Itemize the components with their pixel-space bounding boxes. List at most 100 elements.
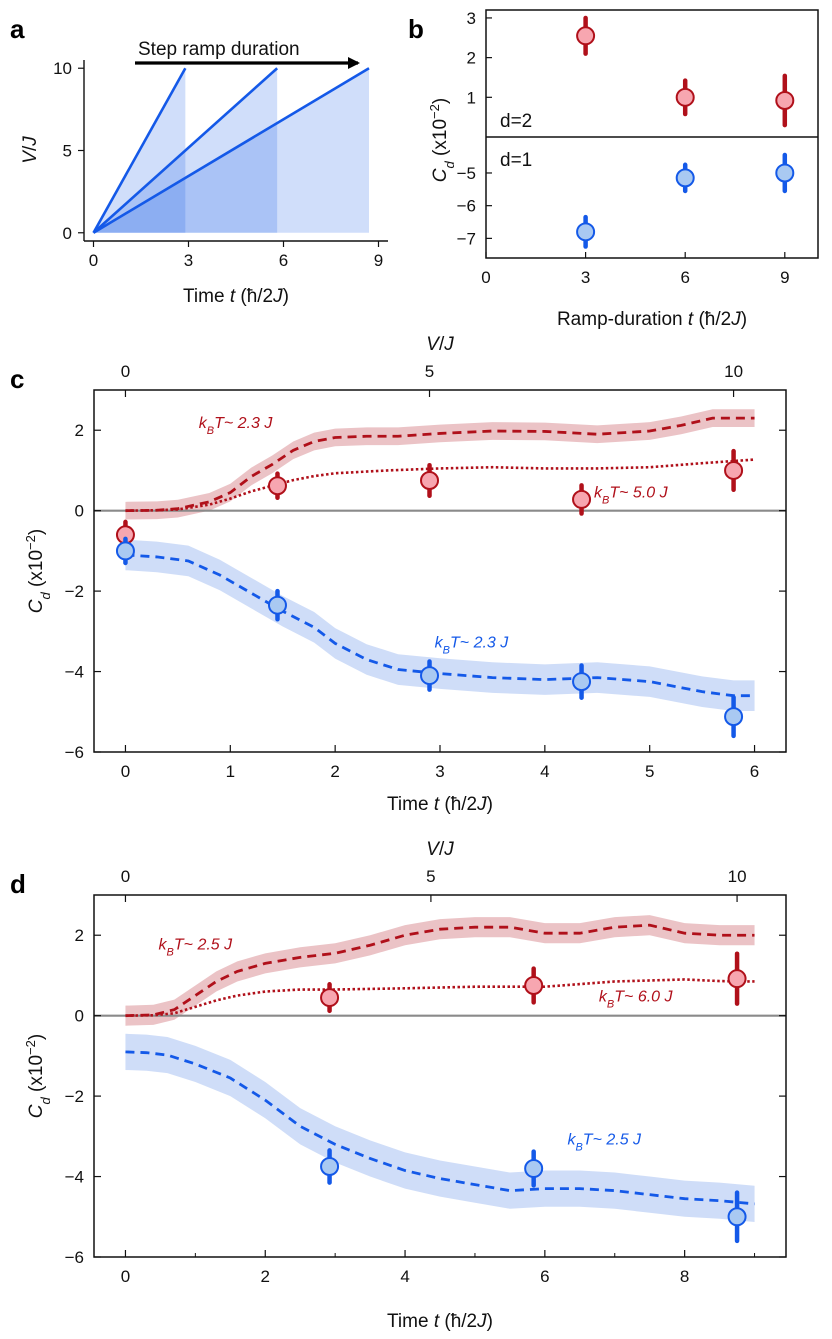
- panel-b-frame: [485, 9, 819, 259]
- x-tick-label: 3: [184, 251, 193, 270]
- point-d1: [675, 168, 695, 188]
- annotation-d2: kBT~ 6.0 J: [599, 989, 674, 1011]
- annotation-d2: kBT~ 5.0 J: [594, 484, 669, 506]
- x-tick-label: 0: [481, 268, 490, 287]
- panel-b-correlator-chart: 1 2 3 −5 −6 −7 0 3 6 9 d=2 d=1 Cd (x10−2) Ramp-durati…: [427, 9, 819, 330]
- y-tick-label: 2: [75, 421, 84, 440]
- top-axis-label: V/J: [426, 334, 454, 355]
- y-tick-label: 2: [75, 926, 84, 945]
- x-tick-label: 6: [680, 268, 689, 287]
- top-axis-label: V/J: [426, 839, 454, 860]
- y-axis-label: V/J: [20, 136, 41, 164]
- point-d1: [724, 707, 744, 727]
- y-tick-label-bottom: −5: [457, 164, 476, 183]
- annotation-d2: kBT~ 2.5 J: [159, 936, 234, 958]
- x-tick-label: 4: [400, 1267, 409, 1286]
- y-tick-label: −6: [65, 743, 84, 762]
- y-tick-label: −4: [65, 663, 84, 682]
- label-d2: d=2: [500, 111, 532, 132]
- y-tick-label: 0: [75, 1007, 84, 1026]
- curve-d1-dashed: [125, 1050, 755, 1206]
- band-d2: [125, 915, 755, 1026]
- band-d1: [125, 1033, 755, 1223]
- top-tick-label: 5: [425, 362, 434, 381]
- x-tick-label: 3: [581, 268, 590, 287]
- ramp-line-2: [92, 67, 279, 234]
- point-d2: [267, 476, 287, 496]
- y-tick-label-top: 1: [467, 88, 476, 107]
- point-d2: [572, 489, 592, 509]
- point-d1: [320, 1157, 340, 1176]
- x-tick-label: 0: [121, 762, 130, 781]
- y-tick-label: −2: [65, 582, 84, 601]
- point-d2: [524, 976, 544, 995]
- ramp-line-3: [92, 67, 370, 234]
- panel-label-d: d: [10, 869, 26, 899]
- point-d2: [727, 969, 747, 989]
- y-axis-label: Cd (x10−2): [427, 98, 457, 182]
- top-tick-label: 10: [728, 867, 747, 886]
- point-d1: [524, 1159, 544, 1179]
- x-tick-label: 4: [540, 762, 549, 781]
- y-tick-label: −6: [65, 1248, 84, 1267]
- annotation-d1: kBT~ 2.3 J: [435, 634, 510, 656]
- x-tick-label: 2: [330, 762, 339, 781]
- point-d1: [572, 672, 592, 692]
- top-tick-label: 0: [121, 362, 130, 381]
- top-tick-label: 0: [121, 867, 130, 886]
- curve-d2-dashed: [125, 923, 755, 1018]
- panel-d-correlator-time-chart: 0 2 4 6 8 −6 −4 −2 0 2 0 5 10 V/J Time t (ħ/2J) Cd (x10…: [23, 839, 787, 1332]
- arrow-label: Step ramp duration: [138, 39, 300, 60]
- x-tick-label: 5: [645, 762, 654, 781]
- y-axis-label: Cd (x10−2): [23, 1034, 53, 1118]
- label-d1: d=1: [500, 150, 532, 171]
- curve-d2-dotted: [125, 458, 755, 512]
- y-tick-label-bottom: −7: [457, 229, 476, 248]
- panel-c-correlator-time-chart: 0 1 2 3 4 5 6 −6 −4 −2 0 2 0 5 10 V/J Time t (ħ/2J) Cd (x…: [23, 334, 787, 815]
- x-tick-label: 6: [750, 762, 759, 781]
- panel-label-b: b: [408, 14, 424, 44]
- y-tick-label-top: 3: [467, 9, 476, 28]
- plot-frame: [93, 894, 787, 1258]
- point-d1: [576, 222, 596, 242]
- x-tick-label: 8: [680, 1267, 689, 1286]
- panel-label-c: c: [10, 364, 24, 394]
- x-tick-label: 9: [374, 251, 383, 270]
- annotation-d2: kBT~ 2.3 J: [199, 415, 274, 437]
- point-d2: [675, 87, 695, 107]
- x-axis-label: Ramp-duration t (ħ/2J): [557, 309, 747, 330]
- y-tick-label-top: 2: [467, 49, 476, 68]
- point-d2: [724, 460, 744, 480]
- band-d1: [125, 539, 755, 711]
- y-tick-label: −2: [65, 1087, 84, 1106]
- y-tick-label-bottom: −6: [457, 197, 476, 216]
- x-tick-label: 9: [780, 268, 789, 287]
- x-tick-label: 0: [121, 1267, 130, 1286]
- curve-d2-dotted: [125, 978, 755, 1017]
- point-d2: [420, 471, 440, 490]
- point-d1: [727, 1207, 747, 1227]
- annotation-d1: kBT~ 2.5 J: [567, 1131, 642, 1153]
- y-tick-label: −4: [65, 1168, 84, 1187]
- x-tick-label: 1: [226, 762, 235, 781]
- point-d1: [267, 595, 287, 615]
- point-d2: [576, 26, 596, 46]
- panel-label-a: a: [10, 14, 25, 44]
- x-tick-label: 6: [540, 1267, 549, 1286]
- y-tick-label: 10: [53, 59, 72, 78]
- curve-d1-dashed: [125, 553, 755, 698]
- point-d1: [420, 666, 440, 686]
- x-axis-label: Time t (ħ/2J): [183, 286, 289, 307]
- x-axis-label: Time t (ħ/2J): [387, 794, 493, 815]
- y-tick-label: 5: [63, 142, 72, 161]
- top-tick-label: 10: [724, 362, 743, 381]
- panel-a-ramp-chart: 0 3 6 9 0 5 10 Time t (ħ/2J) V/J Step ramp durati…: [20, 39, 388, 307]
- point-d2: [775, 90, 795, 110]
- y-axis-label: Cd (x10−2): [23, 529, 53, 613]
- point-d1: [115, 541, 135, 561]
- x-tick-label: 6: [279, 251, 288, 270]
- ramp-line-1: [92, 67, 187, 234]
- x-axis-label: Time t (ħ/2J): [387, 1311, 493, 1332]
- curve-d2-dashed: [125, 416, 755, 513]
